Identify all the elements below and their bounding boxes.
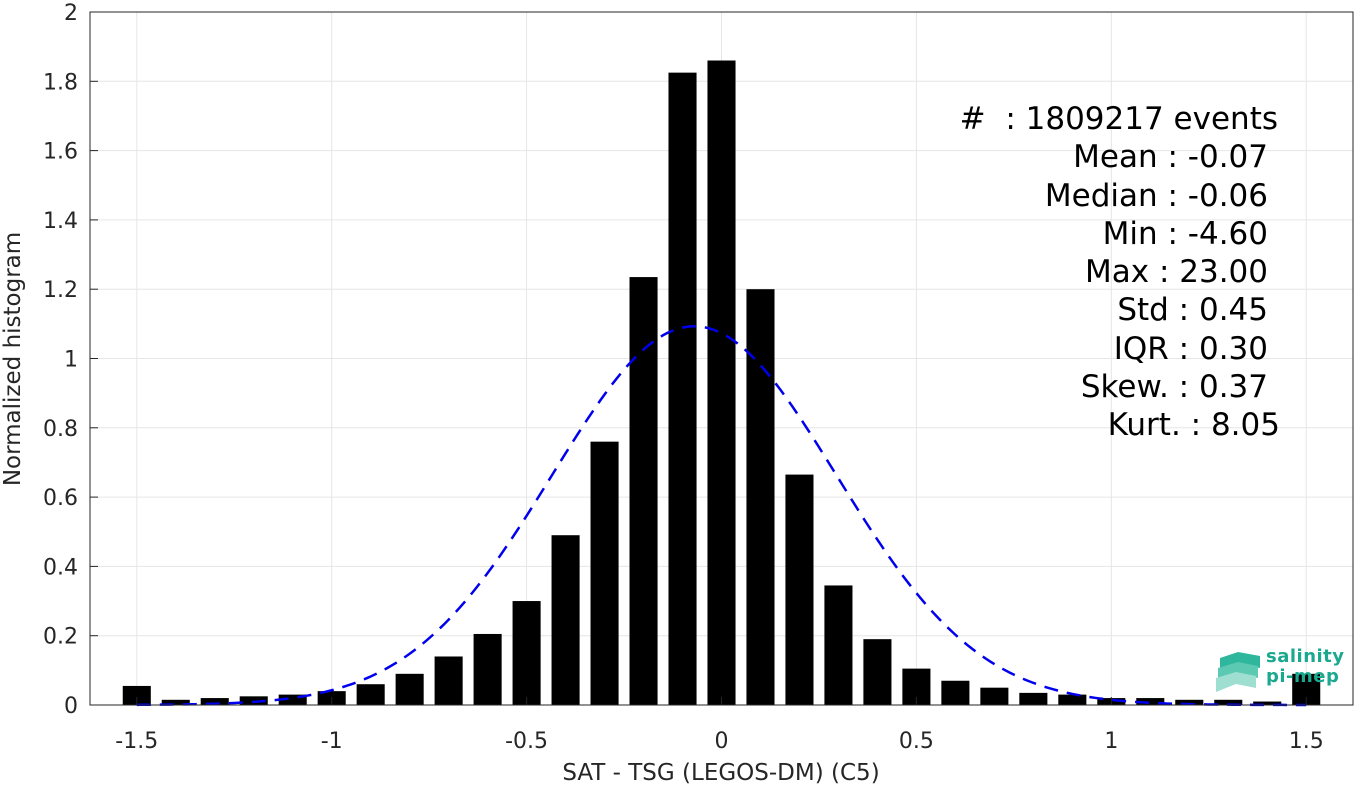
wave-logo-icon [1216,652,1260,692]
histogram-bar [785,474,814,705]
histogram-bar [278,694,307,705]
histogram-bar [395,673,424,705]
y-tick-label: 0.8 [43,417,78,442]
x-tick-label: -1 [321,729,343,754]
y-tick-label: 0 [64,694,78,719]
bars [122,60,1321,705]
histogram-bar [668,72,697,705]
histogram-bar [1214,699,1243,705]
histogram-bar [161,699,190,705]
histogram-bar [512,601,541,705]
histogram-bar [707,60,736,705]
y-tick-label: 0.2 [43,625,78,650]
histogram-bar [1136,698,1165,705]
histogram-bar [1019,692,1048,705]
histogram-bar [590,441,619,705]
stat-kurt: Kurt. : 8.05 [1107,407,1280,444]
histogram-bar [473,633,502,705]
x-tick-label: 0 [715,729,729,754]
y-axis-ticks: 0 0.2 0.4 0.6 0.8 1 1.2 1.4 1.6 1.8 2 [43,1,98,719]
histogram-bar [200,698,229,705]
histogram-bar [980,687,1009,705]
y-tick-label: 1 [64,348,78,373]
stat-std: Std : 0.45 [1117,292,1268,329]
stat-iqr: IQR : 0.30 [1113,330,1268,367]
salinity-pimep-logo: salinity pi-mep [1216,646,1348,694]
logo-text-salinity: salinity [1266,646,1345,667]
histogram-bar [941,680,970,705]
x-tick-label: -1.5 [115,729,158,754]
x-axis-label: SAT - TSG (LEGOS-DM) (C5) [562,760,879,785]
x-tick-label: -0.5 [505,729,548,754]
stat-count: # : 1809217 events [959,101,1278,137]
histogram-bar [746,289,775,705]
histogram-bar [1175,699,1204,705]
histogram-bar [1253,701,1282,705]
y-tick-label: 0.6 [43,486,78,511]
histogram-bar [824,585,853,705]
x-tick-label: 0.5 [899,729,934,754]
histogram-bar [629,277,658,705]
x-axis-ticks: -1.5 -1 -0.5 0 0.5 1 1.5 [115,697,1324,754]
logo-text-pimep: pi-mep [1266,666,1340,687]
y-tick-label: 1.2 [43,278,78,303]
histogram-bar [122,685,151,705]
histogram-bar [1058,694,1087,705]
histogram-bar [434,656,463,705]
y-tick-label: 2 [64,1,78,26]
normal-fit-curve [136,325,1307,707]
y-axis-label: Normalized histogram [0,232,26,486]
histogram-bar [356,684,385,705]
y-tick-label: 1.8 [43,70,78,95]
x-tick-label: 1 [1104,729,1118,754]
statistics-box: # : 1809217 events Mean : -0.07 Median :… [900,100,1280,445]
stat-min: Min : -4.60 [1102,215,1268,252]
stat-skew: Skew. : 0.37 [1080,369,1268,406]
histogram-bar [551,535,580,705]
stat-max: Max : 23.00 [1085,254,1268,291]
y-tick-label: 1.4 [43,209,78,234]
y-tick-label: 0.4 [43,555,78,580]
stat-mean: Mean : -0.07 [1073,139,1268,176]
stat-median: Median : -0.06 [1044,177,1268,214]
histogram-bar [863,639,892,705]
x-tick-label: 1.5 [1289,729,1324,754]
y-tick-label: 1.6 [43,140,78,165]
